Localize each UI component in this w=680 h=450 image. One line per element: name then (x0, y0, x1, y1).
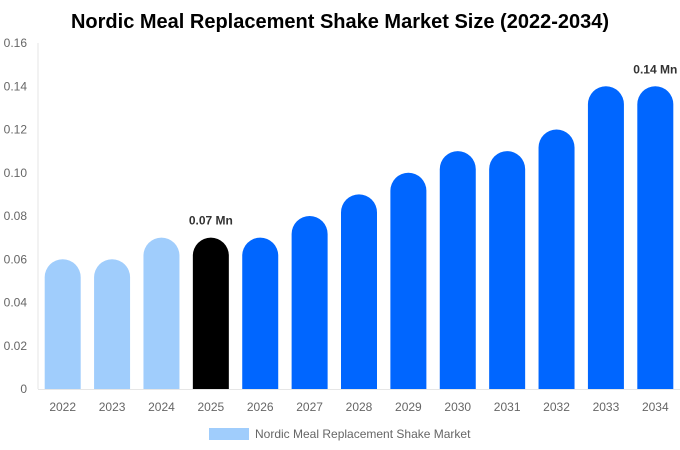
x-tick-label: 2026 (247, 400, 274, 414)
bar-2022 (44, 259, 81, 389)
bar-2024 (143, 237, 180, 389)
y-tick-label: 0.12 (4, 123, 28, 137)
bar-2027 (291, 216, 328, 389)
y-tick-label: 0.04 (4, 296, 28, 310)
x-tick-label: 2028 (346, 400, 373, 414)
bar-2023 (94, 259, 131, 389)
x-tick-label: 2027 (296, 400, 323, 414)
legend-swatch (209, 428, 249, 440)
y-tick-label: 0.14 (4, 79, 28, 93)
bar-2033 (587, 86, 624, 389)
x-tick-label: 2030 (444, 400, 471, 414)
x-tick-label: 2022 (49, 400, 76, 414)
bar-2025 (192, 237, 229, 389)
x-tick-label: 2025 (197, 400, 224, 414)
x-tick-label: 2032 (543, 400, 570, 414)
x-tick-label: 2031 (494, 400, 521, 414)
legend: Nordic Meal Replacement Shake Market (209, 427, 471, 441)
x-tick-label: 2029 (395, 400, 422, 414)
y-tick-label: 0.06 (4, 252, 28, 266)
y-tick-label: 0.08 (4, 209, 28, 223)
legend-label: Nordic Meal Replacement Shake Market (255, 427, 471, 441)
x-tick-label: 2023 (99, 400, 126, 414)
bar-2032 (538, 129, 575, 389)
bar-2034 (637, 86, 674, 389)
y-tick-label: 0.10 (4, 166, 28, 180)
bar-2029 (390, 172, 427, 389)
y-tick-label: 0.02 (4, 339, 28, 353)
y-tick-label: 0 (20, 382, 27, 396)
chart-title: Nordic Meal Replacement Shake Market Siz… (71, 11, 609, 33)
y-tick-label: 0.16 (4, 36, 28, 50)
bar-2028 (341, 194, 377, 389)
bar-2026 (242, 237, 279, 389)
x-tick-label: 2024 (148, 400, 175, 414)
data-label: 0.14 Mn (633, 62, 677, 76)
bar-2030 (439, 151, 476, 389)
data-label: 0.07 Mn (189, 214, 233, 228)
bar-2031 (489, 151, 526, 389)
x-tick-label: 2033 (593, 400, 620, 414)
x-tick-label: 2034 (642, 400, 669, 414)
